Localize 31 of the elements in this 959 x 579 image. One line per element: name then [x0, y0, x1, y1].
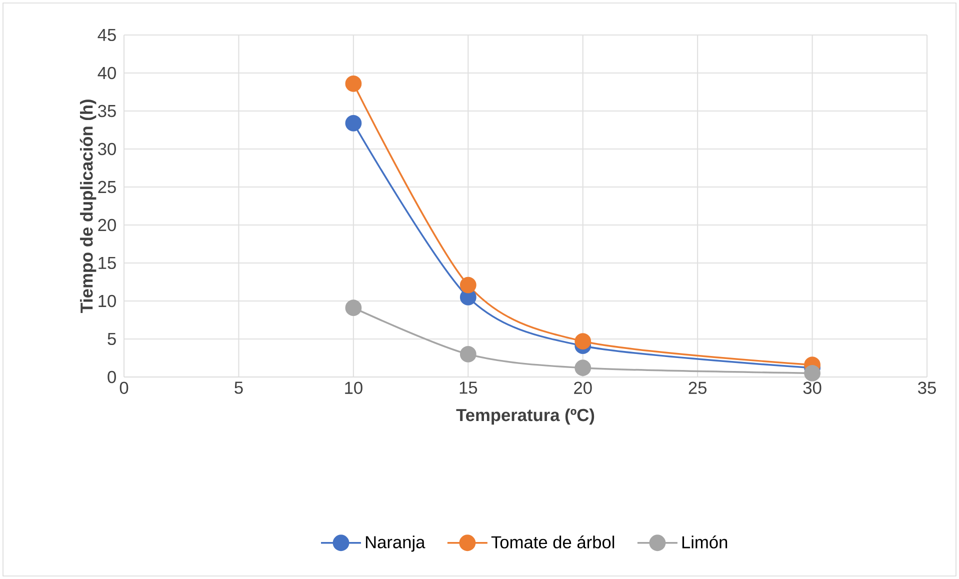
point	[574, 360, 592, 376]
y-tick-label: 0	[108, 370, 116, 384]
legend-label: Tomate de árbol	[491, 535, 614, 548]
point	[460, 346, 476, 362]
point	[804, 364, 820, 382]
x-tick-label: 25	[688, 382, 706, 394]
y-tick-label: 10	[98, 294, 116, 308]
x-tick-label: 35	[918, 382, 936, 394]
y-axis-title: Tiempo de duplicación (h)	[80, 100, 96, 314]
y-tick-label: 20	[98, 218, 116, 232]
x-axis-title: Temperatura (ºC)	[456, 408, 594, 425]
legend-label: Limón	[682, 535, 728, 548]
y-tick-label: 45	[98, 28, 116, 42]
y-tick-label: 25	[98, 180, 116, 194]
x-tick-label: 15	[460, 382, 478, 394]
y-tick-label: 30	[98, 142, 116, 156]
point	[460, 276, 476, 294]
y-tick-label: 15	[98, 256, 116, 270]
y-tick-label: 40	[98, 66, 116, 80]
x-tick-label: 5	[234, 382, 243, 394]
x-tick-label: 20	[574, 382, 592, 394]
x-tick-label: 30	[803, 382, 822, 394]
point	[574, 333, 592, 350]
point	[345, 75, 362, 92]
y-tick-label: 35	[98, 104, 116, 118]
x-tick-label: 10	[345, 382, 362, 394]
y-tick-label: 5	[108, 332, 116, 346]
point	[345, 114, 362, 132]
legend-label: Naranja	[366, 536, 426, 552]
point	[345, 300, 362, 316]
x-tick-label: 0	[120, 382, 128, 394]
